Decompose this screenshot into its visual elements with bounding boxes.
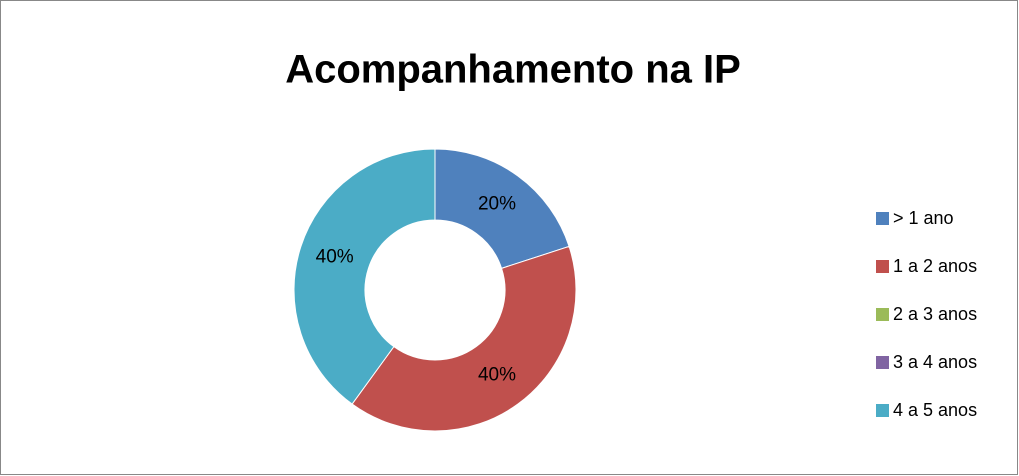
legend-swatch: [876, 260, 889, 273]
legend-swatch: [876, 212, 889, 225]
donut-slice: [434, 148, 570, 269]
legend-label: 1 a 2 anos: [893, 256, 977, 276]
legend-swatch: [876, 308, 889, 321]
donut-slice: [351, 245, 577, 432]
data-label: 40%: [478, 364, 516, 385]
data-label: 20%: [478, 194, 516, 215]
data-label: 40%: [316, 246, 354, 267]
legend-label: 4 a 5 anos: [893, 400, 977, 420]
donut-slice: [293, 148, 436, 405]
legend-label: 2 a 3 anos: [893, 304, 977, 324]
legend-swatch: [876, 356, 889, 369]
legend-label: > 1 ano: [893, 208, 954, 228]
legend-label: 3 a 4 anos: [893, 352, 977, 372]
legend-swatch: [876, 404, 889, 417]
chart-title: Acompanhamento na IP: [285, 48, 741, 92]
